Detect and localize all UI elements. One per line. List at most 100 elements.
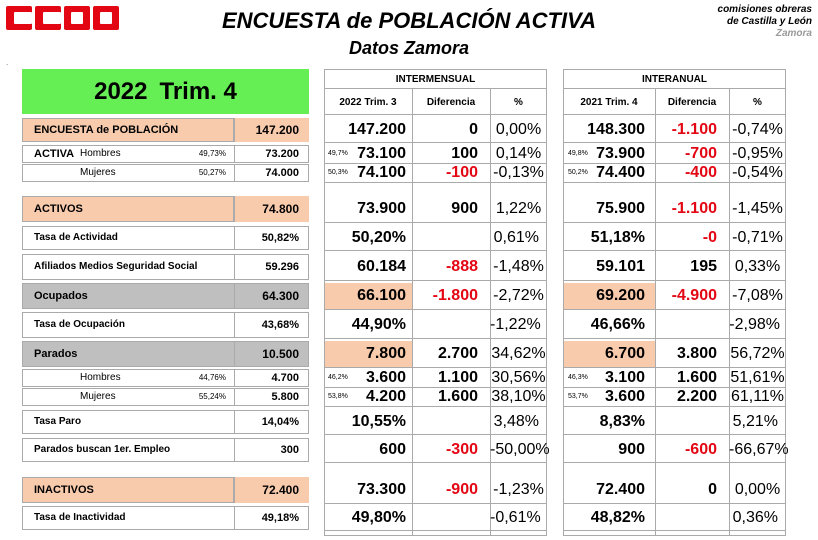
interanual-percent: 56,72%: [730, 345, 785, 362]
interanual-value: 148.300: [587, 121, 645, 138]
interanual-value: 900: [618, 441, 645, 458]
stray-dot: .: [6, 58, 9, 67]
row-divider: [324, 367, 547, 368]
row-label-box: [22, 283, 309, 309]
row-label: Hombres: [80, 148, 121, 159]
interanual-percent: -0,54%: [732, 164, 783, 181]
intermensual-percent: -50,00%: [490, 441, 550, 458]
page-subtitle: Datos Zamora: [348, 38, 470, 58]
interanual-diff: [655, 410, 717, 434]
row-divider: [563, 503, 786, 504]
intermensual-value: 147.200: [348, 121, 406, 138]
intermensual-value: 49,80%: [351, 509, 406, 526]
row-label: Tasa de Inactividad: [34, 512, 126, 523]
org-line-2: de Castilla y León: [726, 16, 812, 27]
row-divider: [563, 338, 786, 339]
interanual-diff: 0: [708, 481, 717, 498]
row-value: 74.800: [234, 196, 309, 222]
intermensual-value: 50,20%: [351, 229, 406, 246]
row-label: Ocupados: [34, 290, 88, 302]
intermensual-col-pct: %: [514, 97, 523, 108]
row-divider: [324, 309, 547, 310]
interanual-percent: -7,08%: [732, 287, 783, 304]
page-title: ENCUESTA de POBLACIÓN ACTIVA: [221, 8, 596, 33]
interanual-diff: -700: [684, 145, 717, 162]
intermensual-diff: -100: [445, 164, 478, 181]
interanual-value: 59.101: [596, 258, 645, 275]
row-share: 55,24%: [198, 392, 226, 401]
row-divider: [324, 250, 547, 251]
interanual-percent: 0,33%: [734, 258, 781, 275]
interanual-header-divider: [563, 88, 786, 89]
intermensual-value: 73.100: [357, 145, 406, 162]
interanual-subheader-divider: [563, 114, 786, 115]
row-label-bg: [22, 196, 234, 222]
interanual-col-divider-1: [655, 88, 656, 536]
intermensual-percent: 30,56%: [491, 369, 546, 386]
row-divider: [324, 462, 547, 463]
intermensual-diff: [412, 312, 478, 338]
org-line-1: comisiones obreras: [717, 4, 812, 15]
row-label: Tasa de Actividad: [34, 232, 118, 243]
intermensual-diff: 2.700: [437, 345, 478, 362]
row-divider: [324, 142, 547, 143]
interanual-percent: -2,98%: [729, 316, 780, 333]
intermensual-col-diff: Diferencia: [426, 97, 476, 108]
intermensual-header-divider: [324, 88, 547, 89]
intermensual-percent: 0,14%: [495, 145, 542, 162]
intermensual-value: 73.300: [357, 481, 406, 498]
row-label: Mujeres: [80, 167, 116, 178]
interanual-value: 69.200: [596, 287, 645, 304]
intermensual-percent: 0,61%: [493, 229, 539, 246]
row-value: 72.400: [234, 477, 309, 503]
row-divider: [563, 462, 786, 463]
intermensual-percent: -0,13%: [493, 164, 544, 181]
intermensual-diff: [412, 506, 478, 530]
row-value: 10.500: [234, 341, 309, 367]
row-divider: [563, 280, 786, 281]
interanual-diff: 195: [690, 258, 717, 275]
row-share: 49,73%: [198, 149, 226, 158]
row-divider: [563, 142, 786, 143]
intermensual-value: 73.900: [357, 200, 406, 217]
interanual-highlight: [564, 283, 655, 309]
interanual-col-pct: %: [753, 97, 762, 108]
intermensual-diff: 0: [469, 121, 478, 138]
row-label-box: [22, 506, 309, 530]
period-year: 2022: [94, 77, 148, 105]
intermensual-percent: 3,48%: [493, 413, 539, 430]
intermensual-subheader-divider: [324, 114, 547, 115]
interanual-percent: -1,45%: [732, 200, 783, 217]
row-label-box: [22, 410, 309, 434]
logo-letter-o1: [64, 6, 90, 30]
intermensual-value: 74.100: [357, 164, 406, 181]
row-value: 4.700: [234, 369, 309, 387]
row-label: Parados buscan 1er. Empleo: [34, 444, 171, 455]
row-divider: [563, 309, 786, 310]
row-divider: [324, 530, 547, 531]
intermensual-value: 7.800: [365, 345, 406, 362]
row-divider: [324, 163, 547, 164]
logo-letter-c1: [6, 6, 32, 30]
intermensual-value: 10,55%: [351, 413, 406, 430]
interanual-diff: -1.100: [671, 121, 717, 138]
row-divider: [324, 182, 547, 183]
row-label: Mujeres: [80, 391, 116, 402]
intermensual-value: 44,90%: [351, 316, 406, 333]
intermensual-value: 66.100: [357, 287, 406, 304]
intermensual-percent: 0,00%: [495, 121, 542, 138]
intermensual-value: 60.184: [357, 258, 406, 275]
row-divider: [324, 222, 547, 223]
interanual-highlight: [564, 341, 655, 367]
interanual-percent: 51,61%: [730, 369, 785, 386]
row-value: 49,18%: [234, 506, 309, 530]
intermensual-highlight: [325, 341, 412, 367]
intermensual-diff: [412, 410, 478, 434]
interanual-percent: -0,95%: [732, 145, 783, 162]
row-label-bg: [22, 118, 234, 142]
interanual-panel: [563, 69, 786, 536]
interanual-value: 74.400: [596, 164, 645, 181]
row-divider: [324, 387, 547, 388]
interanual-value: 3.600: [604, 388, 645, 405]
intermensual-diff: [412, 226, 478, 250]
